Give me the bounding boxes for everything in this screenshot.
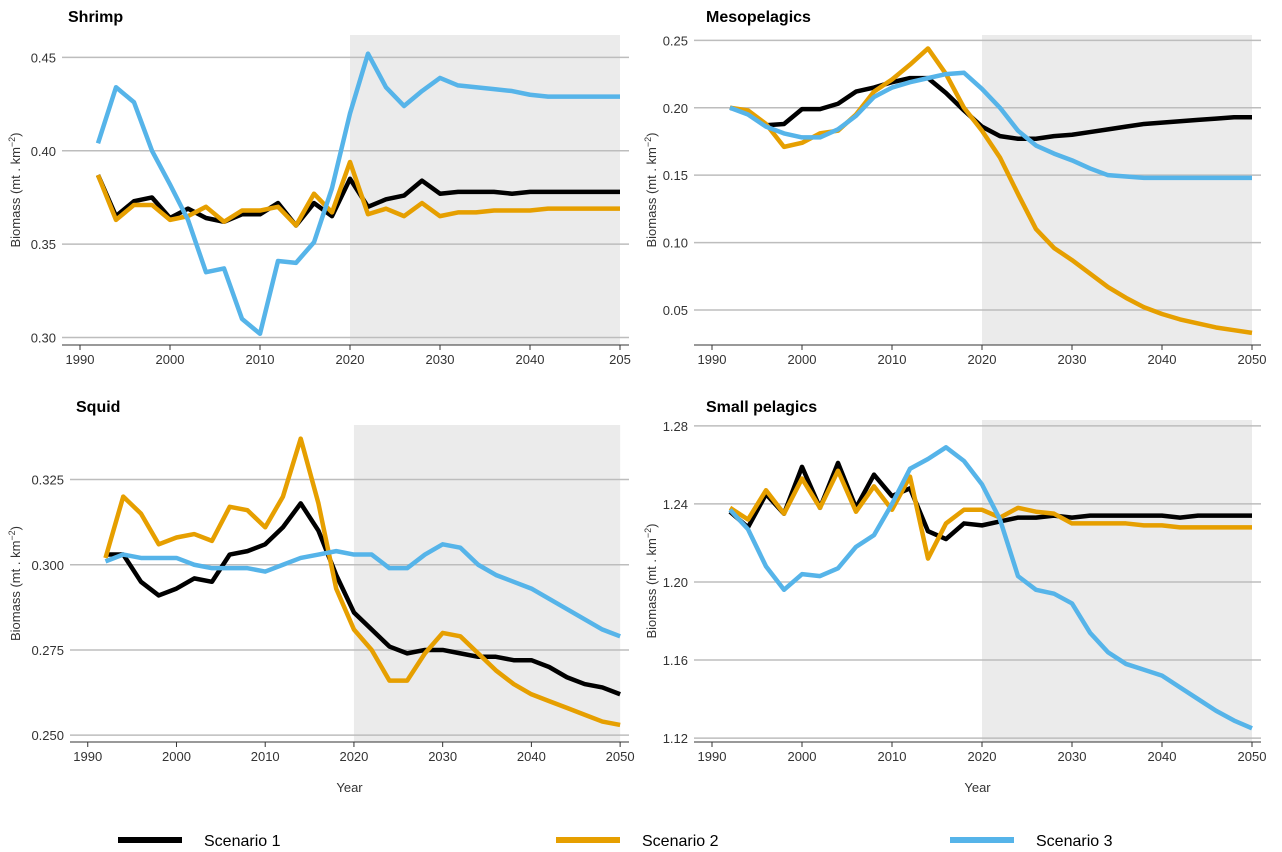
y-tick-label: 1.16 [663,653,688,668]
y-tick-label: 0.40 [31,144,56,159]
y-tick-label: 0.250 [31,728,64,743]
x-tick-label: 2020 [336,352,365,367]
legend-label: Scenario 3 [1036,833,1113,850]
y-tick-label: 0.300 [31,558,64,573]
y-axis-label-part: ) [8,132,23,136]
y-axis-label-part: −2 [7,137,17,147]
panel-title: Shrimp [68,9,123,26]
y-tick-label: 0.10 [663,236,688,251]
x-tick-label: 2020 [968,352,997,367]
y-axis-label-part: ) [8,526,23,530]
y-axis-label-part: Biomass (mt . km [644,538,659,638]
y-axis-label-part: −2 [7,530,17,540]
x-tick-label: 2020 [968,749,997,764]
panel-title: Small pelagics [706,399,817,416]
x-tick-label: 1990 [73,749,102,764]
shaded-region [353,425,621,742]
y-tick-label: 0.35 [31,237,56,252]
y-axis-label-part: −2 [643,528,653,538]
x-axis-label: Year [336,780,363,795]
y-tick-label: 1.24 [663,497,688,512]
x-tick-label: 2000 [162,749,191,764]
x-tick-label: 2000 [156,352,185,367]
y-tick-label: 1.12 [663,731,688,746]
y-tick-label: 1.20 [663,575,688,590]
x-tick-label: 2050 [606,749,635,764]
y-axis-label: Biomass (mt . km−2) [7,132,23,247]
series-line [103,436,621,728]
x-tick-label: 2040 [516,352,545,367]
legend-label: Scenario 2 [642,833,719,850]
x-tick-label: 2000 [788,749,817,764]
x-tick-label: 2050 [1238,352,1267,367]
y-axis-label-part: Biomass (mt . km [644,147,659,247]
series-line [729,46,1253,336]
x-axis-label: Year [964,780,991,795]
y-tick-label: 0.275 [31,643,64,658]
y-axis-label-part: ) [644,132,659,136]
series-line [104,542,621,639]
y-tick-label: 0.30 [31,331,56,346]
series-line [728,445,1253,731]
series-line [105,501,621,697]
x-tick-label: 2030 [1058,749,1087,764]
x-tick-label: 2020 [339,749,368,764]
y-tick-label: 0.20 [663,101,688,116]
series-line [729,75,1252,142]
y-tick-label: 0.05 [663,303,688,318]
x-tick-label: 2010 [246,352,275,367]
x-tick-label: 2010 [878,352,907,367]
x-tick-label: 2010 [251,749,280,764]
x-tick-label: 2040 [1148,749,1177,764]
panel-title: Squid [76,399,120,416]
x-tick-label: 2040 [517,749,546,764]
y-tick-label: 0.325 [31,473,64,488]
x-tick-label: 2040 [1148,352,1177,367]
panel-title: Mesopelagics [706,9,811,26]
x-tick-label: 1990 [66,352,95,367]
x-tick-label: 2030 [1058,352,1087,367]
series-line [95,51,620,337]
y-axis-label: Biomass (mt . km−2) [643,523,659,638]
x-tick-label: 1990 [698,749,727,764]
legend-label: Scenario 1 [204,833,281,850]
shaded-region [982,35,1252,345]
x-tick-label: 2050 [1238,749,1267,764]
x-tick-label: 205 [609,352,631,367]
y-axis-label: Biomass (mt . km−2) [7,526,23,641]
x-tick-label: 2000 [788,352,817,367]
x-tick-label: 2030 [426,352,455,367]
y-tick-label: 0.45 [31,50,56,65]
y-axis-label: Biomass (mt . km−2) [643,132,659,247]
y-axis-label-part: Biomass (mt . km [8,541,23,641]
y-axis-label-part: ) [644,523,659,527]
series-line [728,468,1252,561]
y-tick-label: 0.25 [663,33,688,48]
y-axis-label-part: −2 [643,137,653,147]
x-tick-label: 1990 [698,352,727,367]
x-tick-label: 2010 [878,749,907,764]
y-tick-label: 1.28 [663,419,688,434]
y-axis-label-part: Biomass (mt . km [8,147,23,247]
y-tick-label: 0.15 [663,168,688,183]
series-line [729,70,1252,181]
x-tick-label: 2030 [428,749,457,764]
